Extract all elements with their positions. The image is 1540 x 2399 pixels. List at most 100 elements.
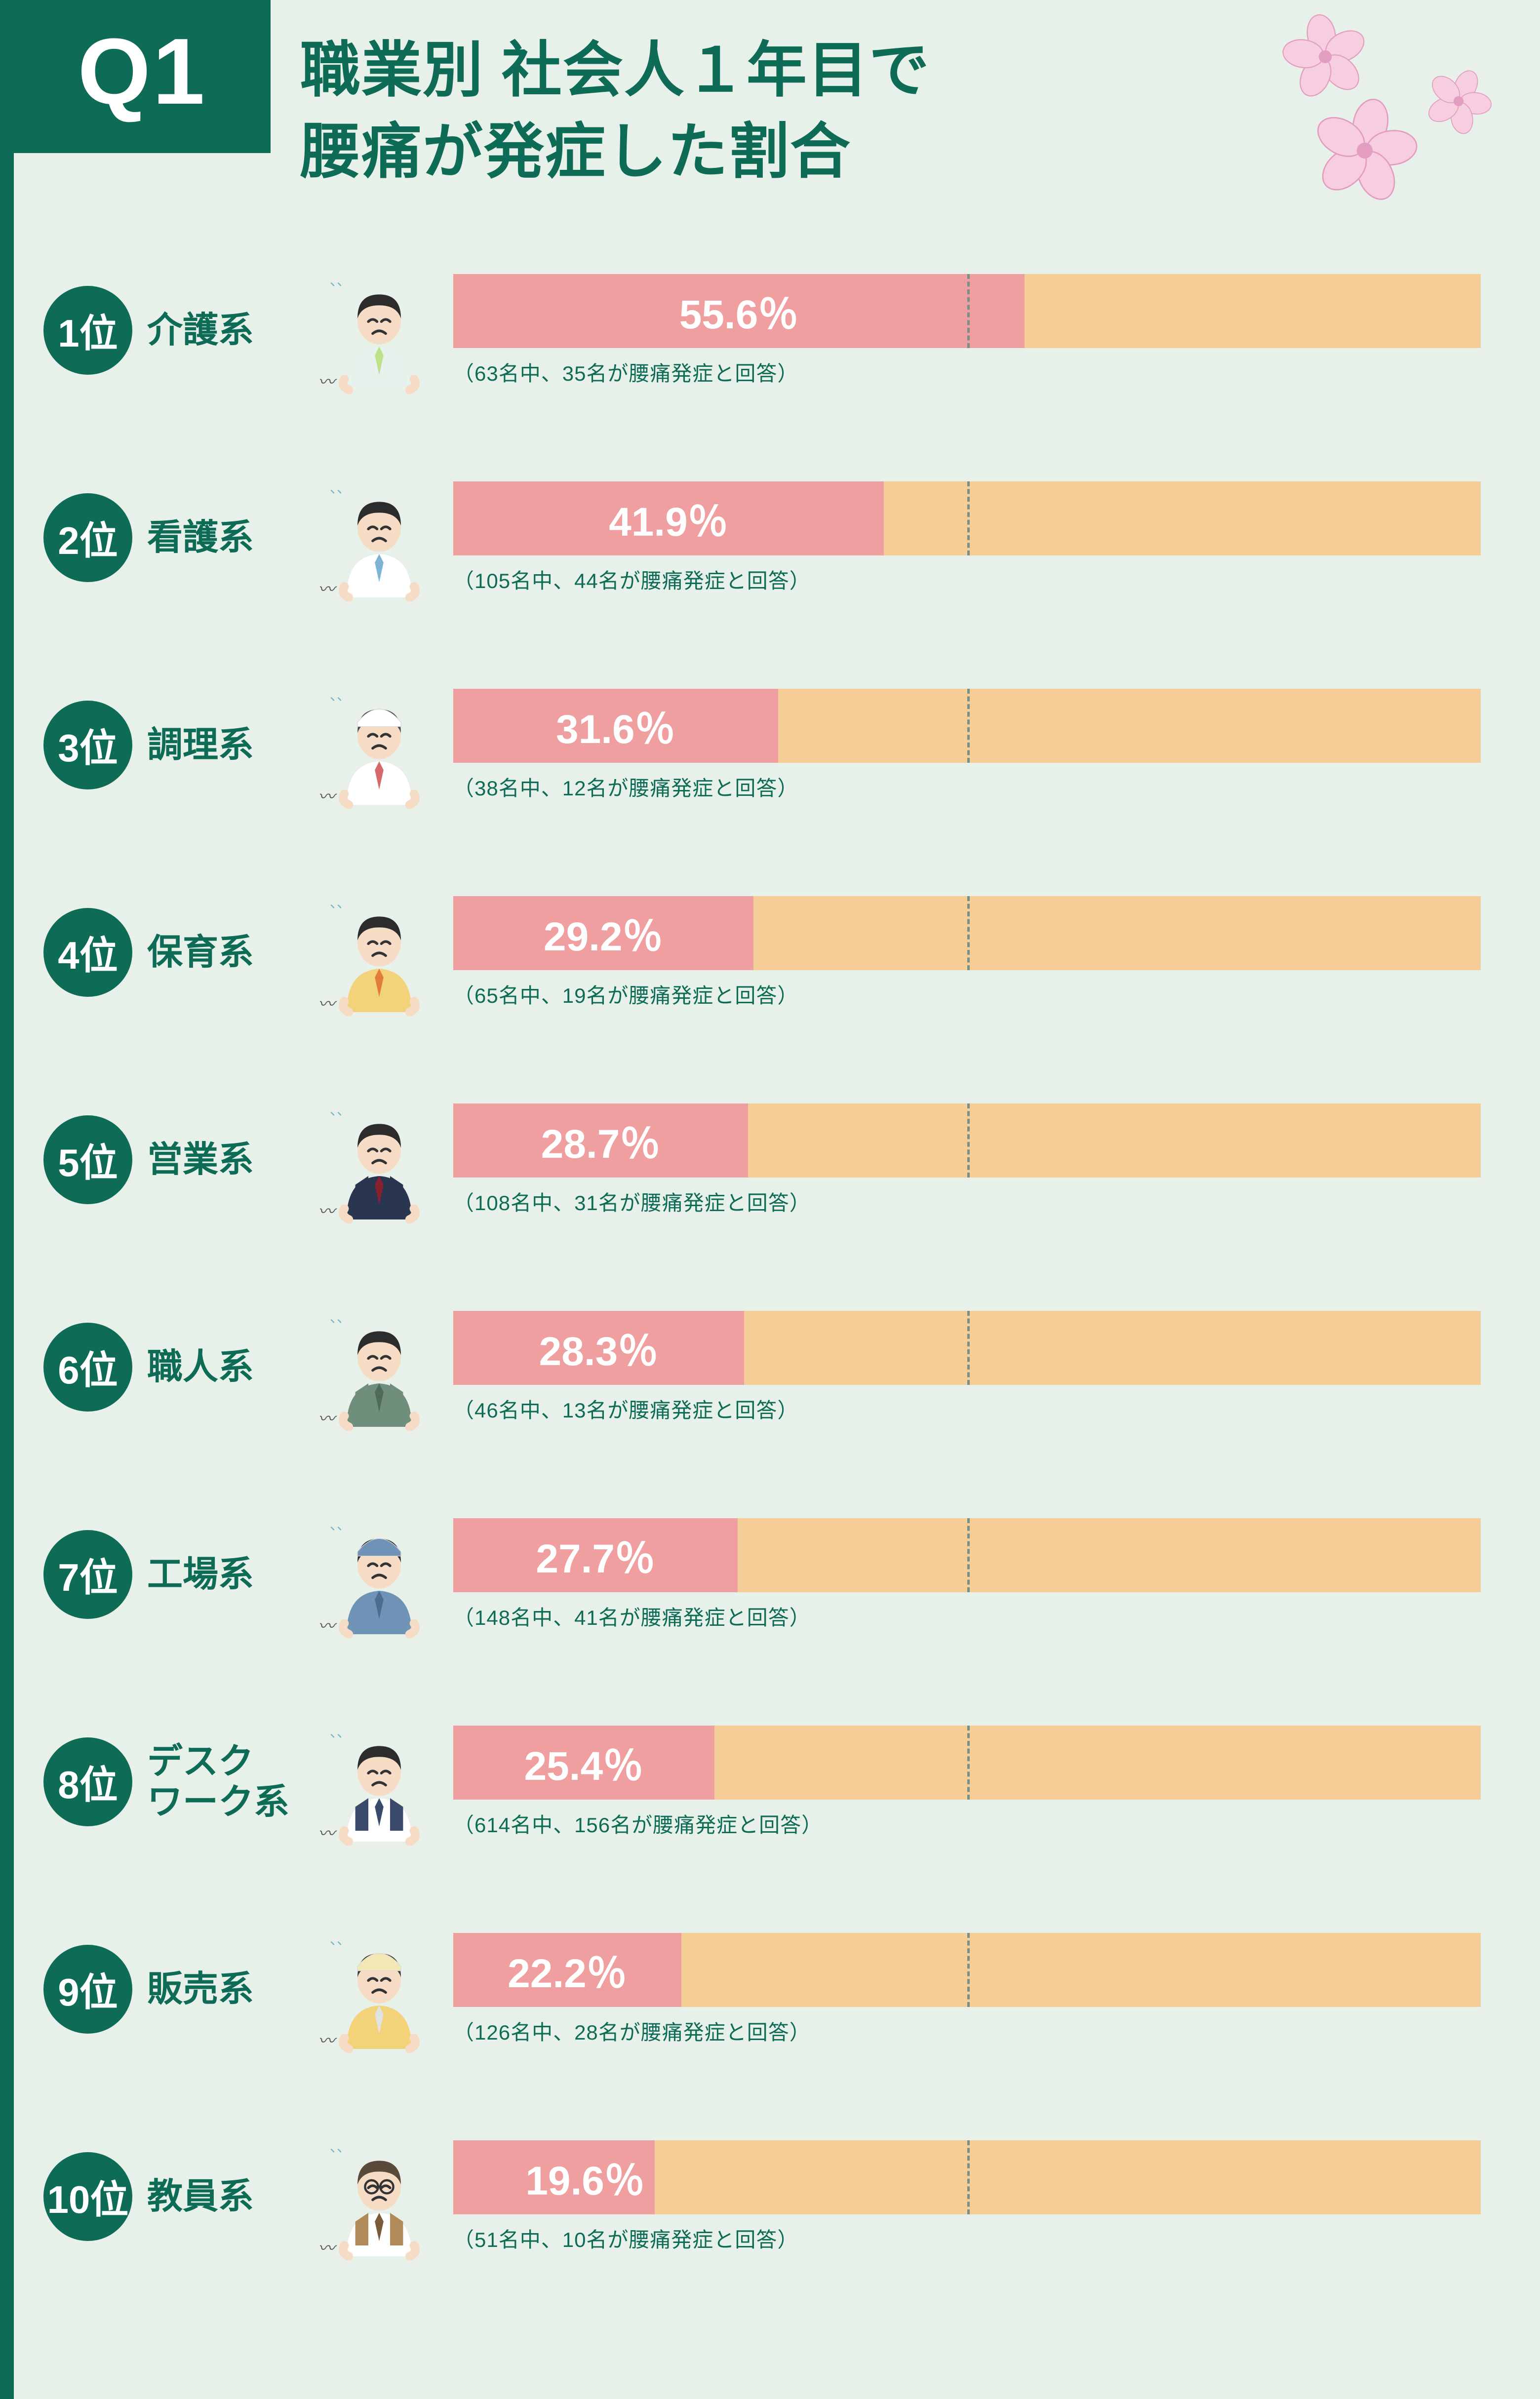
bar-track: 29.2％ [453,896,1481,970]
bar-fill: 41.9％ [453,481,884,555]
sample-caption: （126名中、28名が腰痛発症と回答） [453,2016,1481,2046]
reference-line [967,1933,970,2007]
sample-caption: （108名中、31名が腰痛発症と回答） [453,1186,1481,1217]
sigh-icon: 〰 [318,783,334,807]
occupation-label: 販売系 [147,1969,305,2010]
sample-caption: （148名中、41名が腰痛発症と回答） [453,1601,1481,1631]
percentage-label: 25.4％ [524,1733,643,1792]
percentage-label: 29.2％ [544,904,663,962]
infographic-frame: Q1 職業別 社会人１年目で 腰痛が発症した割合 1位 介護系、、 〰55.6％… [0,0,1540,2399]
bar-track: 28.3％ [453,1311,1481,1385]
bar-area: 41.9％ （105名中、44名が腰痛発症と回答） [453,481,1481,594]
occupation-label: 調理系 [147,725,305,766]
percentage-label: 55.6％ [679,281,799,340]
chart-rows: 1位 介護系、、 〰55.6％（63名中、35名が腰痛発症と回答） 2位 看護系… [14,266,1540,2261]
bar-area: 27.7％ （148名中、41名が腰痛発症と回答） [453,1518,1481,1631]
sweat-icon: 、、 [330,892,351,912]
sample-caption: （65名中、19名が腰痛発症と回答） [453,979,1481,1009]
title: 職業別 社会人１年目で 腰痛が発症した割合 [300,0,930,192]
bar-area: 22.2％ （126名中、28名が腰痛発症と回答） [453,1933,1481,2046]
chart-row: 6位 職人系、、 〰 28.3％ （46名中、13名が腰痛発症と回答） [43,1303,1481,1431]
percentage-label: 31.6％ [556,696,675,755]
sample-caption: （63名中、35名が腰痛発症と回答） [453,357,1481,387]
sigh-icon: 〰 [318,368,334,393]
reference-line [967,1103,970,1178]
rank-group: 6位 職人系 [43,1323,305,1412]
rank-badge: 7位 [43,1530,132,1619]
rank-badge: 2位 [43,493,132,582]
occupation-avatar-icon: 、、 〰 [325,1303,434,1431]
rank-badge: 3位 [43,701,132,789]
bar-fill: 29.2％ [453,896,753,970]
percentage-label: 28.3％ [539,1318,659,1377]
bar-area: 25.4％ （614名中、156名が腰痛発症と回答） [453,1726,1481,1839]
occupation-avatar-icon: 、、 〰 [325,681,434,809]
reference-line [967,2140,970,2214]
chart-row: 1位 介護系 、、 〰 55.6％ （63名中、35名が腰痛発症と回答） [43,266,1481,394]
reference-line [967,1518,970,1592]
rank-group: 4位 保育系 [43,908,305,997]
bar-area: 28.3％ （46名中、13名が腰痛発症と回答） [453,1311,1481,1424]
rank-badge: 8位 [43,1737,132,1826]
rank-group: 7位 工場系 [43,1530,305,1619]
sample-caption: （51名中、10名が腰痛発症と回答） [453,2223,1481,2253]
bar-track: 31.6％ [453,689,1481,763]
occupation-label: 工場系 [147,1554,305,1595]
sample-caption: （105名中、44名が腰痛発症と回答） [453,564,1481,594]
title-line-1: 職業別 社会人１年目で [300,30,930,111]
chart-row: 9位 販売系、、 〰22.2％（126名中、28名が腰痛発症と回答） [43,1925,1481,2053]
rank-group: 5位 営業系 [43,1115,305,1204]
sample-caption: （46名中、13名が腰痛発症と回答） [453,1394,1481,1424]
chart-row: 8位 デスクワーク系、、 〰 25.4％ （614名中、156名が腰痛発症と回答） [43,1718,1481,1846]
reference-line [967,481,970,555]
chart-row: 2位 看護系、、 〰 41.9％ （105名中、44名が腰痛発症と回答） [43,473,1481,602]
sigh-icon: 〰 [318,1612,334,1637]
sweat-icon: 、、 [330,270,351,290]
chart-row: 3位 調理系、、 〰31.6％（38名中、12名が腰痛発症と回答） [43,681,1481,809]
percentage-label: 27.7％ [536,1526,655,1584]
sweat-icon: 、、 [330,477,351,497]
rank-badge: 10位 [43,2152,132,2241]
rank-group: 3位 調理系 [43,701,305,789]
chart-row: 7位 工場系、、 〰27.7％（148名中、41名が腰痛発症と回答） [43,1510,1481,1639]
question-badge: Q1 [14,0,271,153]
chart-row: 10位 教員系、、 〰19.6％（51名中、10名が腰痛発症と回答） [43,2132,1481,2261]
sample-caption: （614名中、156名が腰痛発症と回答） [453,1809,1481,1839]
bar-area: 19.6％ （51名中、10名が腰痛発症と回答） [453,2140,1481,2253]
rank-group: 2位 看護系 [43,493,305,582]
sample-caption: （38名中、12名が腰痛発症と回答） [453,772,1481,802]
bar-track: 19.6％ [453,2140,1481,2214]
reference-line [967,1726,970,1800]
bar-track: 27.7％ [453,1518,1481,1592]
sweat-icon: 、、 [330,685,351,705]
percentage-label: 22.2％ [508,1940,627,1999]
rank-badge: 9位 [43,1945,132,2034]
sigh-icon: 〰 [318,990,334,1015]
rank-badge: 1位 [43,286,132,375]
percentage-label: 41.9％ [609,489,728,548]
bar-track: 22.2％ [453,1933,1481,2007]
bar-area: 31.6％ （38名中、12名が腰痛発症と回答） [453,689,1481,802]
bar-fill: 27.7％ [453,1518,738,1592]
rank-group: 8位 デスクワーク系 [43,1737,305,1826]
reference-line [967,689,970,763]
occupation-label: 介護系 [147,310,305,351]
occupation-avatar-icon: 、、 〰 [325,888,434,1017]
bar-track: 55.6％ [453,274,1481,348]
chart-row: 5位 営業系、、 〰 28.7％ （108名中、31名が腰痛発症と回答） [43,1096,1481,1224]
bar-track: 41.9％ [453,481,1481,555]
bar-fill: 55.6％ [453,274,1025,348]
occupation-avatar-icon: 、、 〰 [325,473,434,602]
bar-fill: 28.3％ [453,1311,744,1385]
occupation-avatar-icon: 、、 〰 [325,1718,434,1846]
bar-fill: 28.7％ [453,1103,748,1178]
occupation-label: デスクワーク系 [147,1741,305,1823]
bar-fill: 25.4％ [453,1726,714,1800]
rank-badge: 4位 [43,908,132,997]
chart-row: 4位 保育系、、 〰29.2％（65名中、19名が腰痛発症と回答） [43,888,1481,1017]
bar-area: 55.6％ （63名中、35名が腰痛発症と回答） [453,274,1481,387]
occupation-avatar-icon: 、、 〰 [325,1096,434,1224]
bar-track: 25.4％ [453,1726,1481,1800]
bar-fill: 31.6％ [453,689,778,763]
sigh-icon: 〰 [318,1820,334,1844]
